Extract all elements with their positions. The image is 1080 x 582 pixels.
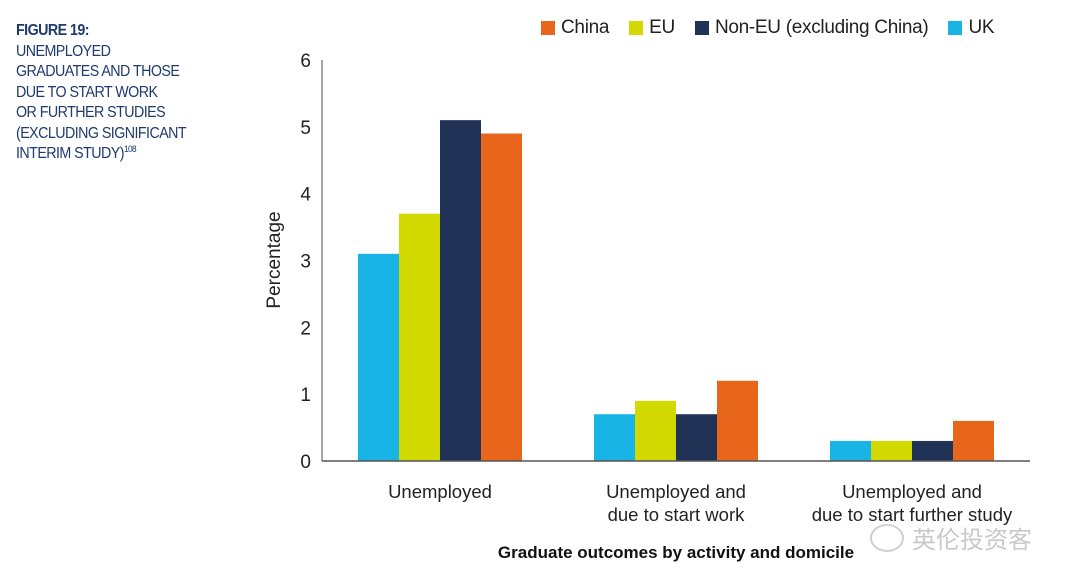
bar-china-2 (717, 380, 758, 461)
bar-uk-2 (594, 414, 635, 461)
bar-eu-2 (635, 400, 676, 461)
y-tick-label: 6 (300, 51, 311, 72)
legend-swatch (629, 21, 644, 35)
y-tick-label: 0 (300, 452, 311, 473)
figure-label: FIGURE 19: (16, 22, 89, 39)
y-tick-label: 2 (300, 318, 311, 339)
bar-eu-3 (871, 440, 912, 461)
caption-line: UNEMPLOYED (16, 42, 111, 60)
legend-item-eu: EU (629, 17, 675, 39)
bars (358, 120, 994, 462)
bar-china-1 (481, 133, 522, 461)
legend-label: China (561, 17, 610, 38)
x-category-label: Unemployed and due to start work (606, 481, 746, 525)
y-axis: 0 1 2 3 4 5 6 (300, 51, 323, 473)
caption-line: OR FURTHER STUDIES (16, 104, 166, 121)
y-tick-label: 4 (300, 185, 311, 206)
legend-label: EU (649, 17, 675, 38)
legend-label: Non-EU (excluding China) (714, 17, 929, 38)
bar-non-eu-excluding-china-2 (676, 414, 717, 461)
x-category-label: Unemployed and due to start further study (812, 481, 1013, 525)
bar-uk-1 (358, 253, 399, 461)
bar-uk-3 (830, 440, 871, 461)
x-category-label: Unemployed (388, 481, 492, 502)
x-category-label-line: Unemployed (388, 481, 492, 502)
footnote-ref: 108 (123, 143, 137, 154)
bar-non-eu-excluding-china-1 (440, 120, 481, 462)
bar-non-eu-excluding-china-3 (912, 440, 953, 461)
wechat-icon (870, 523, 904, 552)
y-tick-label: 5 (300, 118, 311, 139)
x-axis-title: Graduate outcomes by activity and domici… (498, 543, 854, 562)
legend-item-uk: UK (948, 17, 995, 39)
caption-line: GRADUATES AND THOSE (16, 63, 180, 80)
x-category-label-line: Unemployed and (606, 481, 746, 502)
legend-label: UK (968, 17, 995, 38)
caption-line-text: INTERIM STUDY) (16, 145, 124, 162)
x-category-label-line: due to start work (608, 504, 746, 525)
bar-china-3 (953, 420, 994, 461)
legend-swatch (694, 21, 709, 35)
caption-line-last: INTERIM STUDY)108 (16, 144, 228, 165)
bar-eu-1 (399, 213, 440, 461)
x-axis: Unemployed Unemployed and due to start wor… (322, 460, 1030, 525)
y-tick-label: 1 (300, 385, 311, 406)
chart-legend: China EU Non-EU (excluding China) UK (541, 17, 1014, 39)
y-tick-label: 3 (300, 252, 311, 273)
caption-line: (EXCLUDING SIGNIFICANT (16, 124, 187, 142)
x-category-label-line: due to start further study (812, 504, 1013, 525)
legend-swatch (948, 21, 963, 35)
figure-caption: FIGURE 19: UNEMPLOYED GRADUATES AND THOS… (16, 21, 228, 165)
y-axis-title: Percentage (264, 211, 285, 308)
legend-item-non-eu-excluding-china: Non-EU (excluding China) (694, 17, 929, 39)
caption-line: DUE TO START WORK (16, 83, 158, 101)
legend-swatch (541, 21, 555, 35)
legend-item-china: China (541, 17, 609, 39)
watermark-text: 英伦投资客 (912, 527, 1032, 554)
watermark: 英伦投资客 (870, 520, 1032, 555)
x-category-label-line: Unemployed and (842, 481, 982, 502)
